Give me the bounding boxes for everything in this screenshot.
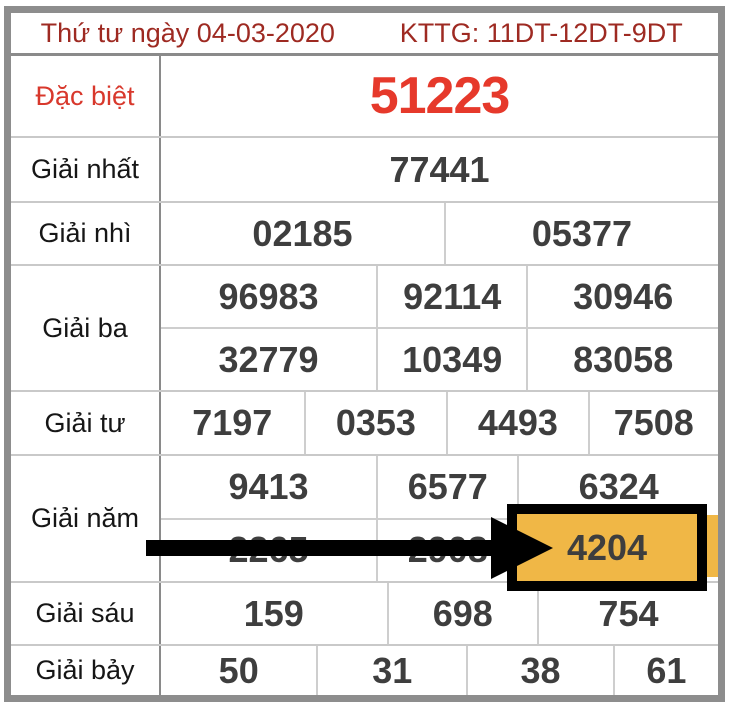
prize-number-cell: 9413 [228,465,309,507]
prize-label-sixth: Giải sáu [11,583,161,644]
highlight-strip [705,515,718,577]
table-header: Thứ tư ngày 04-03-2020 KTTG: 11DT-12DT-9… [11,13,718,56]
prize-row-fourth: Giải tư 7197 0353 4493 7508 [11,390,718,454]
special-prize-number: 51223 [369,67,511,125]
prize-number-cell: 96983 [218,275,319,317]
prize-number-cell: 7197 [192,402,273,443]
prize-number-cell: 50 [218,649,259,691]
prize-row-first: Giải nhất 77441 [11,136,718,201]
prize-row-special: Đặc biệt 51223 [11,56,718,136]
prize-number-cell: 32779 [218,338,319,380]
draw-date: Thứ tư ngày 04-03-2020 [40,17,335,48]
prize-number-cell: 754 [536,583,718,644]
prize-number-cell: 92114 [376,266,526,327]
prize-number-cell: 7508 [587,392,718,454]
prize-row-seventh: Giải bảy 50 31 38 61 [11,644,718,695]
prize-number-cell: 10349 [376,329,526,390]
prize-number-cell: 0353 [303,392,447,454]
kttg-info: KTTG: 11DT-12DT-9DT [399,17,683,48]
prize-number-cell: 83058 [526,329,718,390]
prize-label-special: Đặc biệt [11,56,161,136]
prize-row-second: Giải nhì 02185 05377 [11,201,718,264]
prize-label-fifth: Giải năm [11,456,161,581]
prize-number-cell: 159 [243,592,304,634]
prize-number-cell: 31 [316,646,466,695]
prize-number-cell: 698 [386,583,537,644]
prize-label-seventh: Giải bảy [11,646,161,695]
results-table: Thứ tư ngày 04-03-2020 KTTG: 11DT-12DT-9… [4,6,725,702]
arrow-annotation-shaft [146,540,492,556]
prize-label-first: Giải nhất [11,138,161,201]
prize-number-cell: 61 [612,646,718,695]
arrow-right-icon [491,517,553,579]
prize-number-cell: 6324 [517,456,718,518]
prize-number-cell: 38 [466,646,612,695]
prize-number-cell: 02185 [252,212,353,254]
prize-number-cell: 05377 [443,203,718,264]
prize-label-second: Giải nhì [11,203,161,264]
prize-number-cell: 4493 [446,392,587,454]
prize-number-cell: 30946 [526,266,718,327]
prize-row-sixth: Giải sáu 159 698 754 [11,581,718,644]
prize-number-cell: 77441 [389,148,490,190]
prize-row-third: Giải ba 96983 92114 30946 32779 10349 83… [11,264,718,390]
prize-label-fourth: Giải tư [11,392,161,454]
prize-label-third: Giải ba [11,266,161,390]
prize-number-cell: 6577 [376,456,517,518]
